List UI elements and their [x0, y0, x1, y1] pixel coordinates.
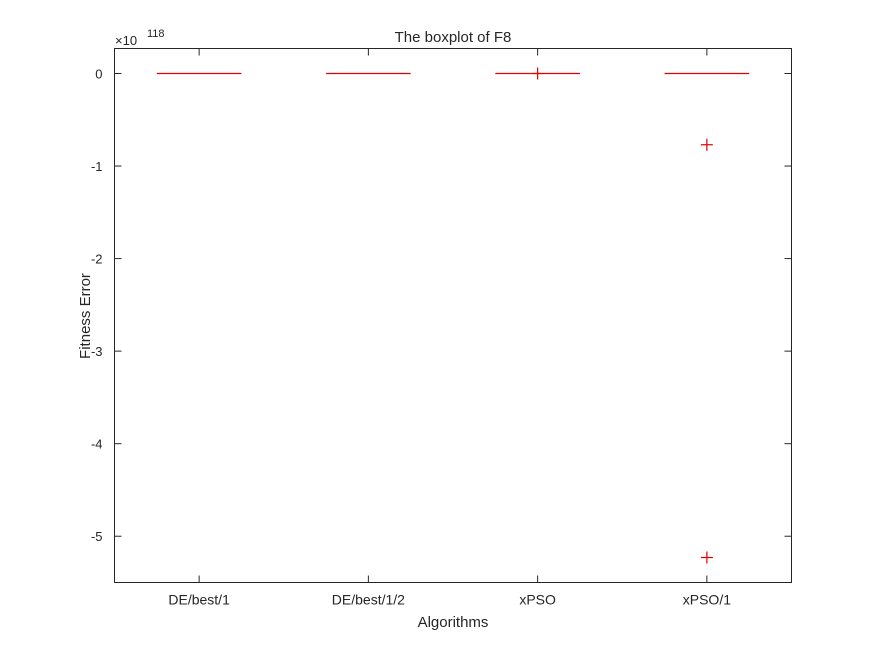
y-axis-label: Fitness Error [77, 273, 94, 359]
y-axis-ticks: 0 -1 -2 -3 -4 -5 [91, 66, 792, 544]
y-exponent-power: 118 [147, 28, 165, 40]
x-tick-label: xPSO [519, 592, 556, 608]
y-tick-label: -4 [91, 437, 103, 452]
y-tick-label: -5 [91, 529, 103, 544]
y-tick-label: 0 [95, 66, 102, 81]
outlier-marker [700, 138, 713, 151]
plot-area-frame [114, 48, 792, 583]
y-tick-label: -1 [91, 159, 103, 174]
y-exponent-base: ×10 [115, 33, 137, 48]
box-marks [156, 67, 750, 564]
outlier-marker [531, 67, 544, 80]
outlier-marker [700, 551, 713, 564]
y-tick-label: -3 [91, 344, 103, 359]
x-tick-label: DE/best/1 [168, 592, 230, 608]
x-tick-label: xPSO/1 [683, 592, 731, 608]
x-axis-label: Algorithms [418, 614, 489, 631]
x-axis-ticks: DE/best/1 DE/best/1/2 xPSO xPSO/1 [168, 48, 731, 608]
y-tick-label: -2 [91, 252, 103, 267]
chart-title: The boxplot of F8 [395, 29, 512, 46]
x-tick-label: DE/best/1/2 [332, 592, 405, 608]
